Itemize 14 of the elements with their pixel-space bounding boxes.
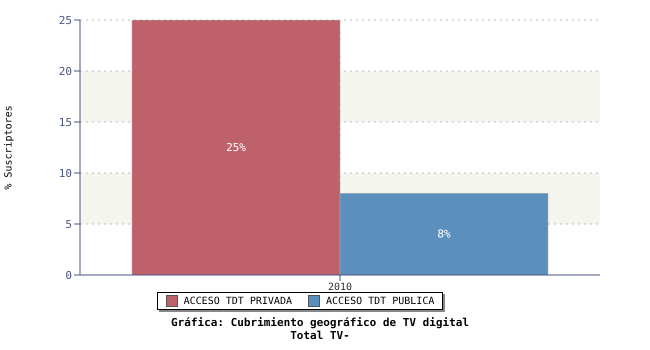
y-tick-label: 20 (58, 64, 72, 78)
y-axis-title: % Suscriptores (4, 105, 15, 190)
text: ACCESO TDT PRIVADA (182, 295, 292, 307)
y-tick-label: 0 (65, 268, 72, 282)
legend-label: ACCESO TDT PUBLICA (325, 295, 434, 307)
text: Gráfica: Cubrimiento geográfico de TV digital (170, 316, 470, 329)
data-label: 8% (437, 228, 451, 241)
y-tick-label: 25 (58, 14, 72, 27)
x-tick-label: 2010 (328, 282, 352, 294)
y-tick-label: 5 (65, 218, 72, 231)
y-tick-label: 15 (58, 116, 72, 129)
y-tick-label: 10 (58, 166, 72, 180)
text: Total TV- (289, 329, 351, 342)
data-label: 25% (226, 141, 246, 154)
